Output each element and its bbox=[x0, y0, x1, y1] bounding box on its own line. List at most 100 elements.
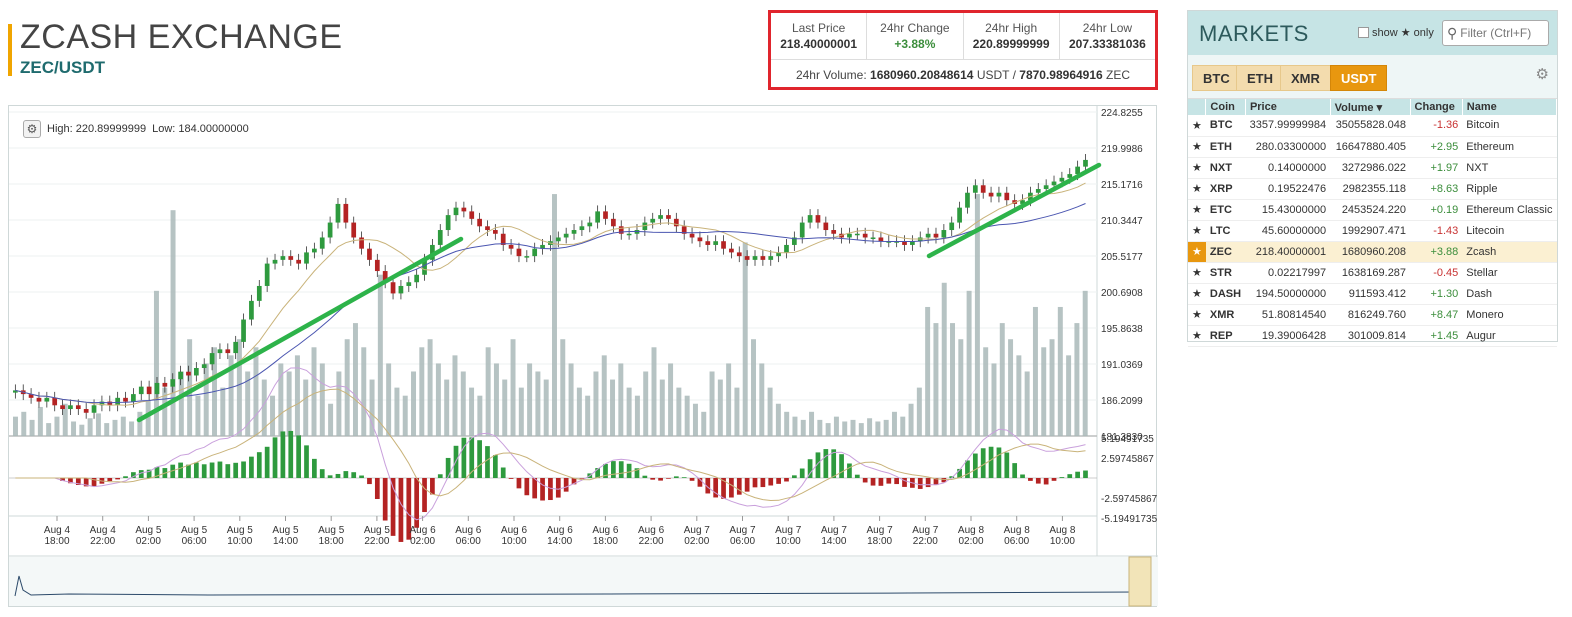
candle-body bbox=[1075, 166, 1080, 175]
market-change: +8.63 bbox=[1410, 178, 1463, 200]
market-price: 3357.99999984 bbox=[1245, 115, 1331, 137]
col-star bbox=[1188, 99, 1207, 115]
market-price: 19.39006428 bbox=[1245, 325, 1331, 347]
col-price[interactable]: Price bbox=[1245, 99, 1331, 115]
macd-histogram-bar bbox=[430, 478, 435, 495]
volume-bar bbox=[286, 371, 292, 436]
star-icon[interactable]: ★ bbox=[1188, 178, 1206, 200]
price-chart[interactable]: 224.8255 219.9986 215.1716 210.3447 205.5177… bbox=[8, 105, 1158, 608]
market-row[interactable]: ★ STR 0.02217997 1638169.287 -0.45 Stellar bbox=[1188, 262, 1557, 284]
macd-histogram-bar bbox=[492, 455, 498, 478]
tab-usdt[interactable]: USDT bbox=[1330, 65, 1388, 91]
star-icon[interactable]: ★ bbox=[1188, 241, 1206, 263]
volume-bar bbox=[1074, 323, 1080, 436]
col-volume[interactable]: Volume ▾ bbox=[1330, 99, 1411, 115]
tab-xmr[interactable]: XMR bbox=[1280, 65, 1331, 91]
volume-bar bbox=[568, 363, 574, 436]
show-starred-toggle[interactable]: show ★ only bbox=[1358, 26, 1434, 39]
macd-histogram-bar bbox=[508, 478, 514, 479]
star-icon[interactable]: ★ bbox=[1188, 304, 1206, 326]
filter-input[interactable] bbox=[1460, 26, 1541, 40]
market-row[interactable]: ★ XRP 0.19522476 2982355.118 +8.63 Ripple bbox=[1188, 178, 1557, 200]
market-row[interactable]: ★ ETC 15.43000000 2453524.220 +0.19 Ethereum … bbox=[1188, 199, 1557, 221]
star-icon[interactable]: ★ bbox=[1188, 325, 1206, 347]
macd-histogram-bar bbox=[862, 478, 868, 483]
star-icon[interactable]: ★ bbox=[1188, 283, 1206, 305]
macd-histogram-bar bbox=[343, 471, 349, 478]
star-icon[interactable]: ★ bbox=[1188, 115, 1206, 137]
market-row[interactable]: ★ BTC 3357.99999984 35055828.048 -1.36 Bitcoi… bbox=[1188, 115, 1557, 137]
macd-signal-line bbox=[15, 388, 1086, 502]
volume-bar bbox=[726, 363, 732, 436]
macd-histogram-bar bbox=[744, 478, 750, 492]
chart-canvas[interactable]: 224.8255 219.9986 215.1716 210.3447 205.5177… bbox=[9, 106, 1158, 608]
candle-body bbox=[288, 256, 294, 260]
price-tick-label: 191.0369 bbox=[1101, 360, 1143, 371]
star-icon[interactable]: ★ bbox=[1188, 199, 1206, 221]
market-row[interactable]: ★ ZEC 218.40000001 1680960.208 +3.88 Zcash bbox=[1188, 241, 1557, 263]
volume-bar bbox=[891, 411, 897, 436]
volume-bar bbox=[1066, 355, 1072, 436]
markets-settings-gear-icon[interactable]: ⚙ bbox=[1535, 66, 1549, 83]
time-tick-hour: 06:00 bbox=[730, 536, 755, 547]
macd-histogram-bar bbox=[359, 475, 364, 478]
volume-bar bbox=[485, 347, 491, 436]
macd-histogram-bar bbox=[681, 477, 687, 478]
macd-histogram-bar bbox=[83, 478, 89, 487]
price-tick-label: 195.8638 bbox=[1101, 324, 1143, 335]
macd-tick-label: 5.19491735 bbox=[1101, 434, 1154, 445]
macd-histogram-bar bbox=[799, 468, 805, 478]
time-tick-hour: 22:00 bbox=[639, 536, 664, 547]
chart-low-text: Low: 184.00000000 bbox=[152, 123, 249, 135]
col-coin[interactable]: Coin bbox=[1205, 99, 1246, 115]
col-name[interactable]: Name bbox=[1462, 99, 1558, 115]
candle-body bbox=[75, 405, 81, 410]
candle-body bbox=[642, 222, 648, 231]
show-starred-checkbox[interactable] bbox=[1358, 27, 1369, 38]
market-row[interactable]: ★ XMR 51.80814540 816249.760 +8.47 Monero bbox=[1188, 304, 1557, 326]
time-tick-hour: 22:00 bbox=[364, 536, 389, 547]
volume-bar bbox=[270, 395, 276, 436]
volume-bar bbox=[328, 403, 334, 436]
market-row[interactable]: ★ DASH 194.50000000 911593.412 +1.30 Dash bbox=[1188, 283, 1557, 305]
time-tick-hour: 18:00 bbox=[593, 536, 618, 547]
change-cell: 24hr Change +3.88% bbox=[867, 13, 964, 59]
macd-histogram-bar bbox=[264, 446, 270, 478]
star-icon[interactable]: ★ bbox=[1188, 262, 1206, 284]
star-icon[interactable]: ★ bbox=[1188, 136, 1206, 158]
time-tick-hour: 10:00 bbox=[227, 536, 252, 547]
time-tick-date: Aug 6 bbox=[455, 525, 482, 536]
volume-bar bbox=[867, 418, 873, 436]
star-icon[interactable]: ★ bbox=[1188, 157, 1206, 179]
volume-bar bbox=[1049, 339, 1055, 436]
market-coin: REP bbox=[1205, 325, 1246, 347]
volume-bar bbox=[104, 423, 110, 436]
volume-bar bbox=[1082, 290, 1088, 436]
filter-box[interactable]: ⚲ bbox=[1442, 20, 1549, 46]
macd-histogram-bar bbox=[327, 475, 333, 478]
market-coin: BTC bbox=[1205, 115, 1246, 137]
market-row[interactable]: ★ ETH 280.03300000 16647880.405 +2.95 Ethereu… bbox=[1188, 136, 1557, 158]
candle-body bbox=[162, 382, 168, 387]
macd-histogram-bar bbox=[469, 437, 475, 478]
tab-btc[interactable]: BTC bbox=[1192, 65, 1241, 91]
candle-body bbox=[1051, 181, 1057, 186]
candle-body bbox=[563, 233, 569, 238]
market-name: Ethereum bbox=[1462, 136, 1557, 158]
macd-histogram-bar bbox=[752, 478, 758, 488]
candle-body bbox=[28, 394, 34, 398]
macd-histogram-bar bbox=[351, 472, 357, 478]
chart-settings-gear-icon[interactable]: ⚙ bbox=[23, 120, 41, 138]
candle-body bbox=[784, 244, 789, 253]
candle-body bbox=[343, 203, 349, 223]
market-row[interactable]: ★ REP 19.39006428 301009.814 +1.45 Augur bbox=[1188, 325, 1557, 347]
col-change[interactable]: Change bbox=[1410, 99, 1463, 115]
market-row[interactable]: ★ NXT 0.14000000 3272986.022 +1.97 NXT bbox=[1188, 157, 1557, 179]
candle-body bbox=[36, 397, 42, 402]
tab-eth[interactable]: ETH bbox=[1236, 65, 1284, 91]
candle-body bbox=[1020, 200, 1025, 204]
volume-bar bbox=[13, 416, 18, 436]
macd-line bbox=[15, 367, 1086, 521]
star-icon[interactable]: ★ bbox=[1188, 220, 1206, 242]
market-row[interactable]: ★ LTC 45.60000000 1992907.471 -1.43 Litecoin bbox=[1188, 220, 1557, 242]
